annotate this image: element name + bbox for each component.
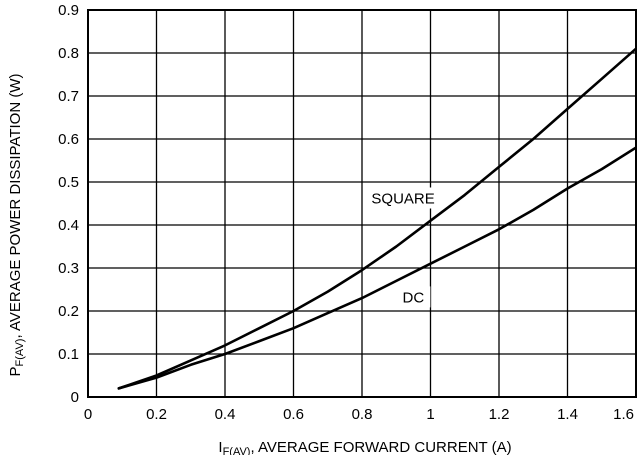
y-tick-label: 0.8 (58, 45, 79, 62)
y-tick-label: 0.9 (58, 2, 79, 19)
x-tick-label: 0.4 (215, 406, 236, 423)
y-axis-label: PF(AV), AVERAGE POWER DISSIPATION (W) (7, 74, 26, 377)
y-tick-label: 0.4 (58, 217, 79, 234)
annotation-background (396, 286, 431, 308)
y-tick-labels: 0 0.1 0.2 0.3 0.4 0.5 0.6 0.7 0.8 0.9 (58, 2, 79, 406)
x-tick-label: 1.6 (613, 406, 634, 423)
x-tick-label: 0.2 (146, 406, 167, 423)
annotations: SQUARE DC (366, 187, 441, 308)
y-tick-label: 0.5 (58, 174, 79, 191)
grid (87, 9, 637, 398)
y-tick-label: 0.6 (58, 131, 79, 148)
series-dc-line (117, 146, 637, 390)
series-square-line (117, 47, 637, 390)
x-tick-label: 0 (84, 406, 92, 423)
annotation-background (366, 187, 441, 209)
x-tick-label: 1 (426, 406, 434, 423)
plot-frame (87, 9, 637, 398)
x-tick-label: 0.8 (352, 406, 373, 423)
y-tick-label: 0.3 (58, 260, 79, 277)
x-tick-label: 1.2 (489, 406, 510, 423)
y-tick-label: 0.7 (58, 88, 79, 105)
y-tick-label: 0 (71, 389, 79, 406)
y-tick-label: 0.2 (58, 303, 79, 320)
annotation-dc: DC (403, 289, 425, 306)
x-tick-label: 1.4 (557, 406, 578, 423)
x-tick-label: 0.6 (283, 406, 304, 423)
series-layer (117, 47, 637, 390)
x-axis-label: IF(AV), AVERAGE FORWARD CURRENT (A) (218, 439, 511, 455)
annotation-square: SQUARE (371, 191, 434, 208)
x-tick-labels: 0 0.2 0.4 0.6 0.8 1 1.2 1.4 1.6 (84, 406, 634, 423)
y-tick-label: 0.1 (58, 346, 79, 363)
